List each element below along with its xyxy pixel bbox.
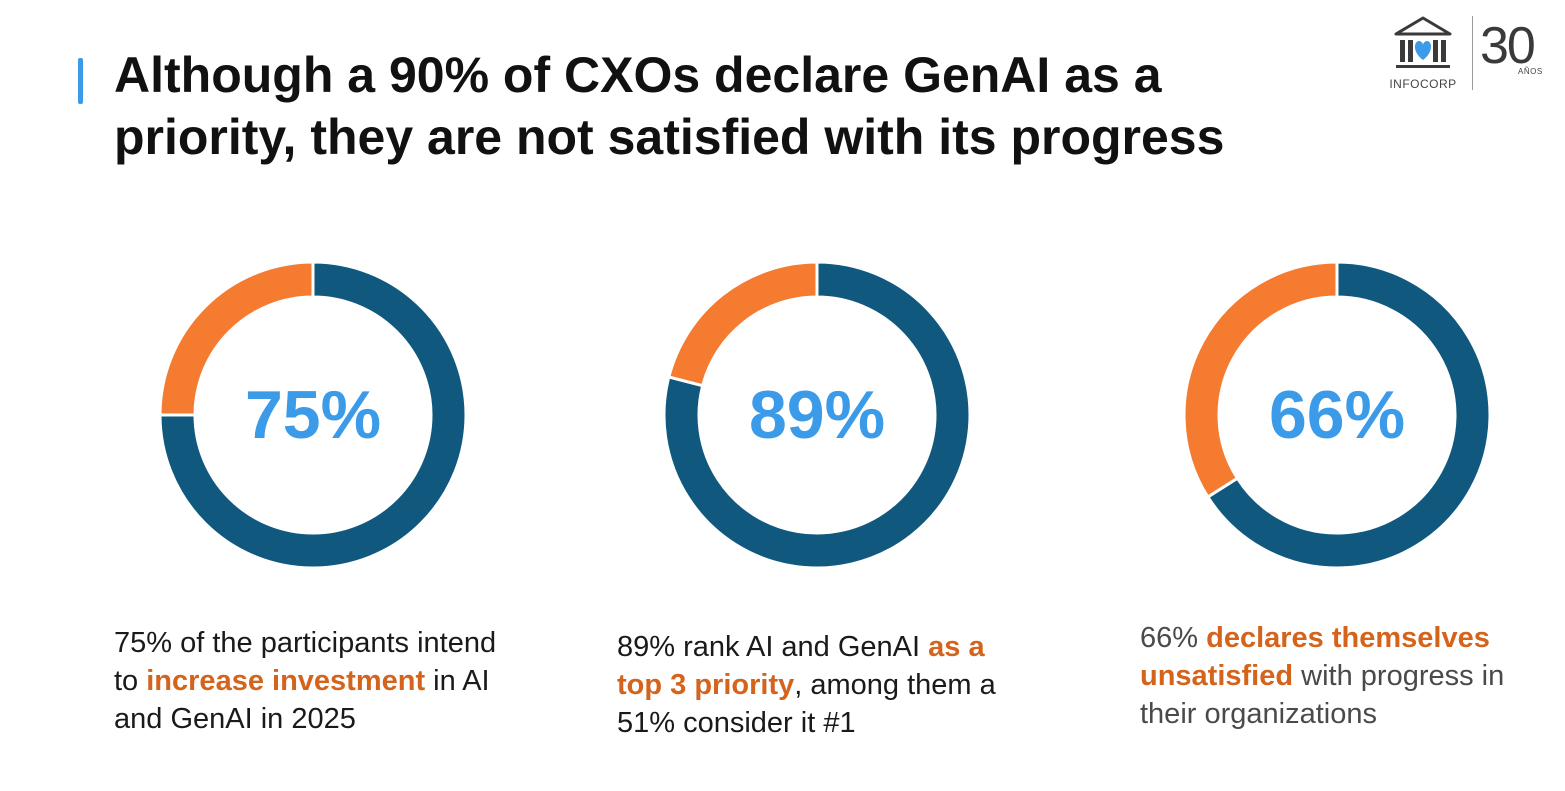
donut-75-primary-segment (158, 260, 468, 570)
donut-75-svg (158, 260, 468, 570)
donut-89-primary-segment (662, 260, 972, 570)
caption-75-line-3: and GenAI in 2025 (114, 703, 356, 735)
logo-wordmark: INFOCORP (1389, 77, 1457, 91)
donut-75-center-label: 75% (244, 377, 382, 453)
slide-title: Although a 90% of CXOs declare GenAI as … (114, 44, 1374, 168)
caption-66-line-2-post: with progress in (1293, 660, 1505, 692)
building-heart-icon (1394, 16, 1452, 68)
caption-75-line-2-pre: to (114, 665, 147, 697)
donut-89-svg (662, 260, 972, 570)
donut-66-primary-segment (1205, 260, 1492, 570)
donut-chart-89: 89% (657, 255, 977, 575)
title-accent-bar (78, 58, 83, 104)
caption-89-line-1-pre: 89% rank AI and GenAI (617, 631, 929, 663)
donut-66-svg (1182, 260, 1492, 570)
caption-75-line-2-post: in AI (425, 665, 490, 697)
infocorp-logo: INFOCORP 30 AÑOS (1388, 14, 1548, 94)
donut-chart-75: 75% (153, 255, 473, 575)
donut-66-secondary-segment (1182, 260, 1339, 500)
slide-title-line-1: Although a 90% of CXOs declare GenAI as … (114, 47, 1162, 103)
logo-anniversary-number: 30 (1480, 17, 1536, 75)
donut-89-secondary-segment (666, 260, 819, 388)
slide-title-line-2: priority, they are not satisfied with it… (114, 109, 1225, 165)
caption-75-highlight: increase investment (146, 665, 426, 697)
caption-89-line-3: 51% consider it #1 (617, 707, 856, 739)
caption-66-line-1-pre: 66% (1140, 622, 1207, 654)
donut-75-secondary-segment (158, 260, 315, 417)
caption-66-highlight-1: declares themselves (1206, 622, 1490, 654)
caption-89-highlight-1: as a (928, 631, 985, 663)
donut-89-center-label: 89% (748, 377, 886, 453)
caption-89-highlight-2: top 3 priority (617, 669, 795, 701)
caption-66: 66% declares themselves unsatisfied with… (1140, 619, 1504, 733)
caption-66-line-3: their organizations (1140, 698, 1377, 730)
caption-66-highlight-2: unsatisfied (1140, 660, 1294, 692)
caption-89: 89% rank AI and GenAI as a top 3 priorit… (617, 628, 996, 742)
caption-89-line-2-post: , among them a (794, 669, 996, 701)
caption-75: 75% of the participants intend to increa… (114, 624, 496, 738)
caption-75-line-1: 75% of the participants intend (114, 627, 497, 659)
logo-divider (1472, 16, 1473, 90)
donut-chart-66: 66% (1177, 255, 1497, 575)
donut-66-center-label: 66% (1268, 377, 1406, 453)
logo-anniversary-word: AÑOS (1518, 67, 1543, 76)
